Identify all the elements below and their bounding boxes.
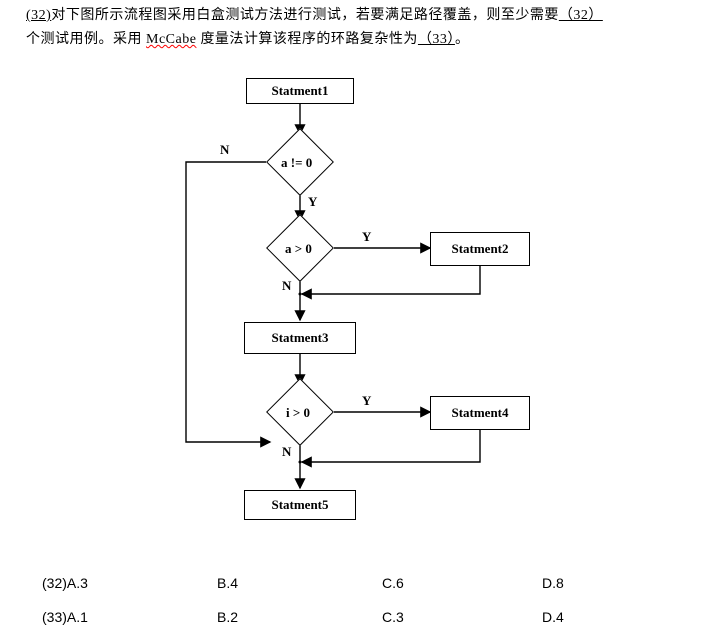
options-row-33: (33)A.1 B.2 C.3 D.4 [42,609,662,625]
label-d2: a > 0 [285,241,312,257]
label-d1: a != 0 [281,155,312,171]
flowchart: Statment1 a != 0 a > 0 Statment2 Statmen… [130,72,610,552]
edge-n-d2: N [282,278,291,294]
blank-33: （33） [418,32,455,47]
opt-33-d: D.4 [542,609,564,625]
label-s4: Statment4 [451,405,508,421]
blank-32: （32） [559,8,603,23]
flowchart-edges [130,72,610,552]
opt-32-a: (32)A.3 [42,575,217,591]
opt-32-b: B.4 [217,575,382,591]
edge-n-d3: N [282,444,291,460]
label-s2: Statment2 [451,241,508,257]
question-text: (32)对下图所示流程图采用白盒测试方法进行测试，若要满足路径覆盖，则至少需要（… [0,0,710,52]
q-line2c: 。 [455,32,470,47]
label-s5: Statment5 [271,497,328,513]
edge-y-d1: Y [308,194,317,210]
node-statment5: Statment5 [244,490,356,520]
opt-32-d: D.8 [542,575,564,591]
q-num-32: (32) [26,8,51,23]
mccabe: McCabe [146,32,196,47]
q-line2a: 个测试用例。采用 [26,32,146,47]
opt-32-c: C.6 [382,575,542,591]
node-statment3: Statment3 [244,322,356,354]
label-d3: i > 0 [286,405,310,421]
node-statment1: Statment1 [246,78,354,104]
edge-n-d1: N [220,142,229,158]
opt-33-b: B.2 [217,609,382,625]
opt-33-a: (33)A.1 [42,609,217,625]
label-s1: Statment1 [271,83,328,99]
opt-33-c: C.3 [382,609,542,625]
q-line1: 对下图所示流程图采用白盒测试方法进行测试，若要满足路径覆盖，则至少需要 [51,8,559,23]
q-line2b: 度量法计算该程序的环路复杂性为 [196,32,418,47]
node-statment2: Statment2 [430,232,530,266]
options: (32)A.3 B.4 C.6 D.8 (33)A.1 B.2 C.3 D.4 [42,575,662,643]
options-row-32: (32)A.3 B.4 C.6 D.8 [42,575,662,591]
label-s3: Statment3 [271,330,328,346]
edge-y-d3: Y [362,393,371,409]
edge-y-d2: Y [362,229,371,245]
node-statment4: Statment4 [430,396,530,430]
